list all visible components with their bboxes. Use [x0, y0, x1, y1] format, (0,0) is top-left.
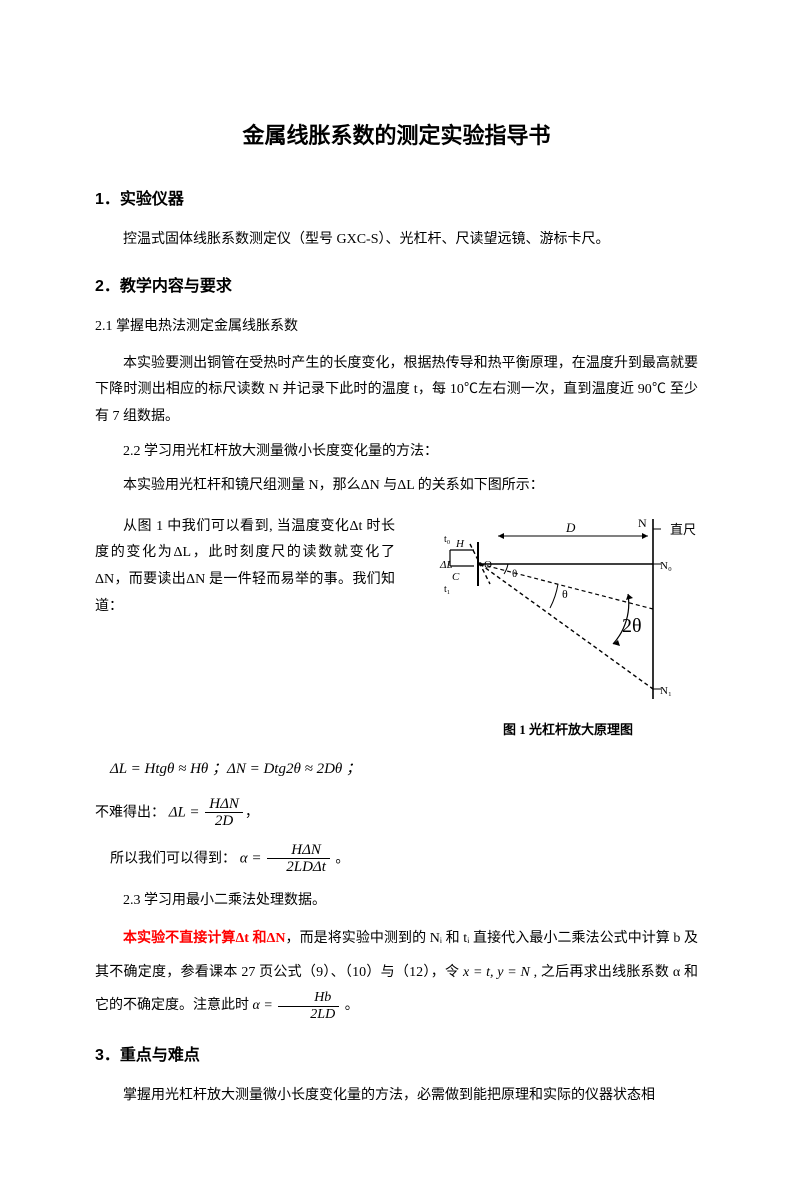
label-H: H	[455, 538, 465, 550]
label-N1: N₁	[660, 685, 672, 697]
optical-lever-diagram: 直尺 N N₀ N₁ O H ΔL C t₀ t₁	[438, 514, 698, 704]
section-2-2-heading: 2.2 学习用光杠杆放大测量微小长度变化量的方法：	[95, 439, 698, 466]
figure-row: 从图 1 中我们可以看到, 当温度变化Δt 时长度的变化为ΔL，此时刻度尺的读数…	[95, 508, 698, 743]
equation-1: ΔL = Htgθ ≈ Hθ ；ΔN = Dtg2θ ≈ 2Dθ ；	[95, 755, 698, 784]
section-2-1-para: 本实验要测出铜管在受热时产生的长度变化，根据热传导和热平衡原理，在温度升到最高就…	[95, 351, 698, 431]
page: 金属线胀系数的测定实验指导书 1．实验仪器 控温式固体线胀系数测定仪（型号 GX…	[0, 0, 793, 1178]
equation-3: 所以我们可以得到： α = HΔN 2LDΔt 。	[95, 842, 698, 876]
equation-4-lhs: α =	[253, 998, 273, 1013]
equation-2-num: HΔN	[205, 796, 243, 814]
equation-1-text: ΔL = Htgθ ≈ Hθ ；ΔN = Dtg2θ ≈ 2Dθ ；	[110, 761, 361, 777]
label-N: N	[638, 516, 647, 530]
equation-2: 不难得出： ΔL = HΔN 2D ，	[95, 796, 698, 830]
equation-3-frac: HΔN 2LDΔt	[267, 842, 330, 876]
doc-title: 金属线胀系数的测定实验指导书	[95, 115, 698, 157]
section-3-para-1: 掌握用光杠杆放大测量微小长度变化量的方法，必需做到能把原理和实际的仪器状态相	[95, 1083, 698, 1110]
section-3-heading: 3．重点与难点	[95, 1041, 698, 1071]
equation-2-prefix: 不难得出：	[95, 805, 165, 820]
least-squares-highlight: 本实验不直接计算Δt 和ΔN	[123, 931, 285, 946]
equation-3-prefix: 所以我们可以得到：	[110, 851, 236, 866]
section-2-heading: 2．教学内容与要求	[95, 272, 698, 302]
label-C: C	[452, 571, 460, 583]
section-2-2-intro: 本实验用光杠杆和镜尺组测量 N，那么ΔN 与ΔL 的关系如下图所示：	[95, 473, 698, 500]
section-1-para-1: 控温式固体线胀系数测定仪（型号 GXC-S）、光杠杆、尺读望远镜、游标卡尺。	[95, 227, 698, 254]
equation-3-lhs: α =	[240, 850, 262, 866]
label-dL: ΔL	[439, 559, 453, 571]
label-theta: θ	[562, 587, 568, 601]
equation-2-lhs: ΔL =	[169, 804, 200, 820]
equation-3-den: 2LDΔt	[267, 859, 330, 876]
label-D: D	[565, 520, 576, 535]
label-theta-small: θ	[512, 568, 517, 580]
label-t0: t₀	[444, 534, 451, 545]
equation-2-frac: HΔN 2D	[205, 796, 243, 830]
label-N0: N₀	[660, 560, 672, 572]
figure-text-column: 从图 1 中我们可以看到, 当温度变化Δt 时长度的变化为ΔL，此时刻度尺的读数…	[95, 508, 395, 628]
section-2-3-heading: 2.3 学习用最小二乘法处理数据。	[95, 888, 698, 915]
equation-4-frac: Hb 2LD	[278, 990, 339, 1022]
least-squares-subst: x = t, y = N	[463, 965, 530, 980]
equation-4-num: Hb	[278, 990, 339, 1006]
figure-column: 直尺 N N₀ N₁ O H ΔL C t₀ t₁	[438, 514, 698, 743]
figure-desc-para: 从图 1 中我们可以看到, 当温度变化Δt 时长度的变化为ΔL，此时刻度尺的读数…	[95, 514, 395, 620]
section-1-heading: 1．实验仪器	[95, 185, 698, 215]
equation-4-den: 2LD	[278, 1007, 339, 1022]
equation-3-num: HΔN	[267, 842, 330, 860]
least-squares-para: 本实验不直接计算Δt 和ΔN，而是将实验中测到的 Nᵢ 和 tᵢ 直接代入最小二…	[95, 922, 698, 1023]
label-t1: t₁	[444, 584, 450, 595]
figure-caption: 图 1 光杠杆放大原理图	[438, 718, 698, 743]
label-ruler: 直尺	[670, 522, 696, 537]
section-2-1-heading: 2.1 掌握电热法测定金属线胀系数	[95, 314, 698, 341]
label-2theta: 2θ	[622, 615, 642, 637]
equation-2-den: 2D	[205, 813, 243, 830]
